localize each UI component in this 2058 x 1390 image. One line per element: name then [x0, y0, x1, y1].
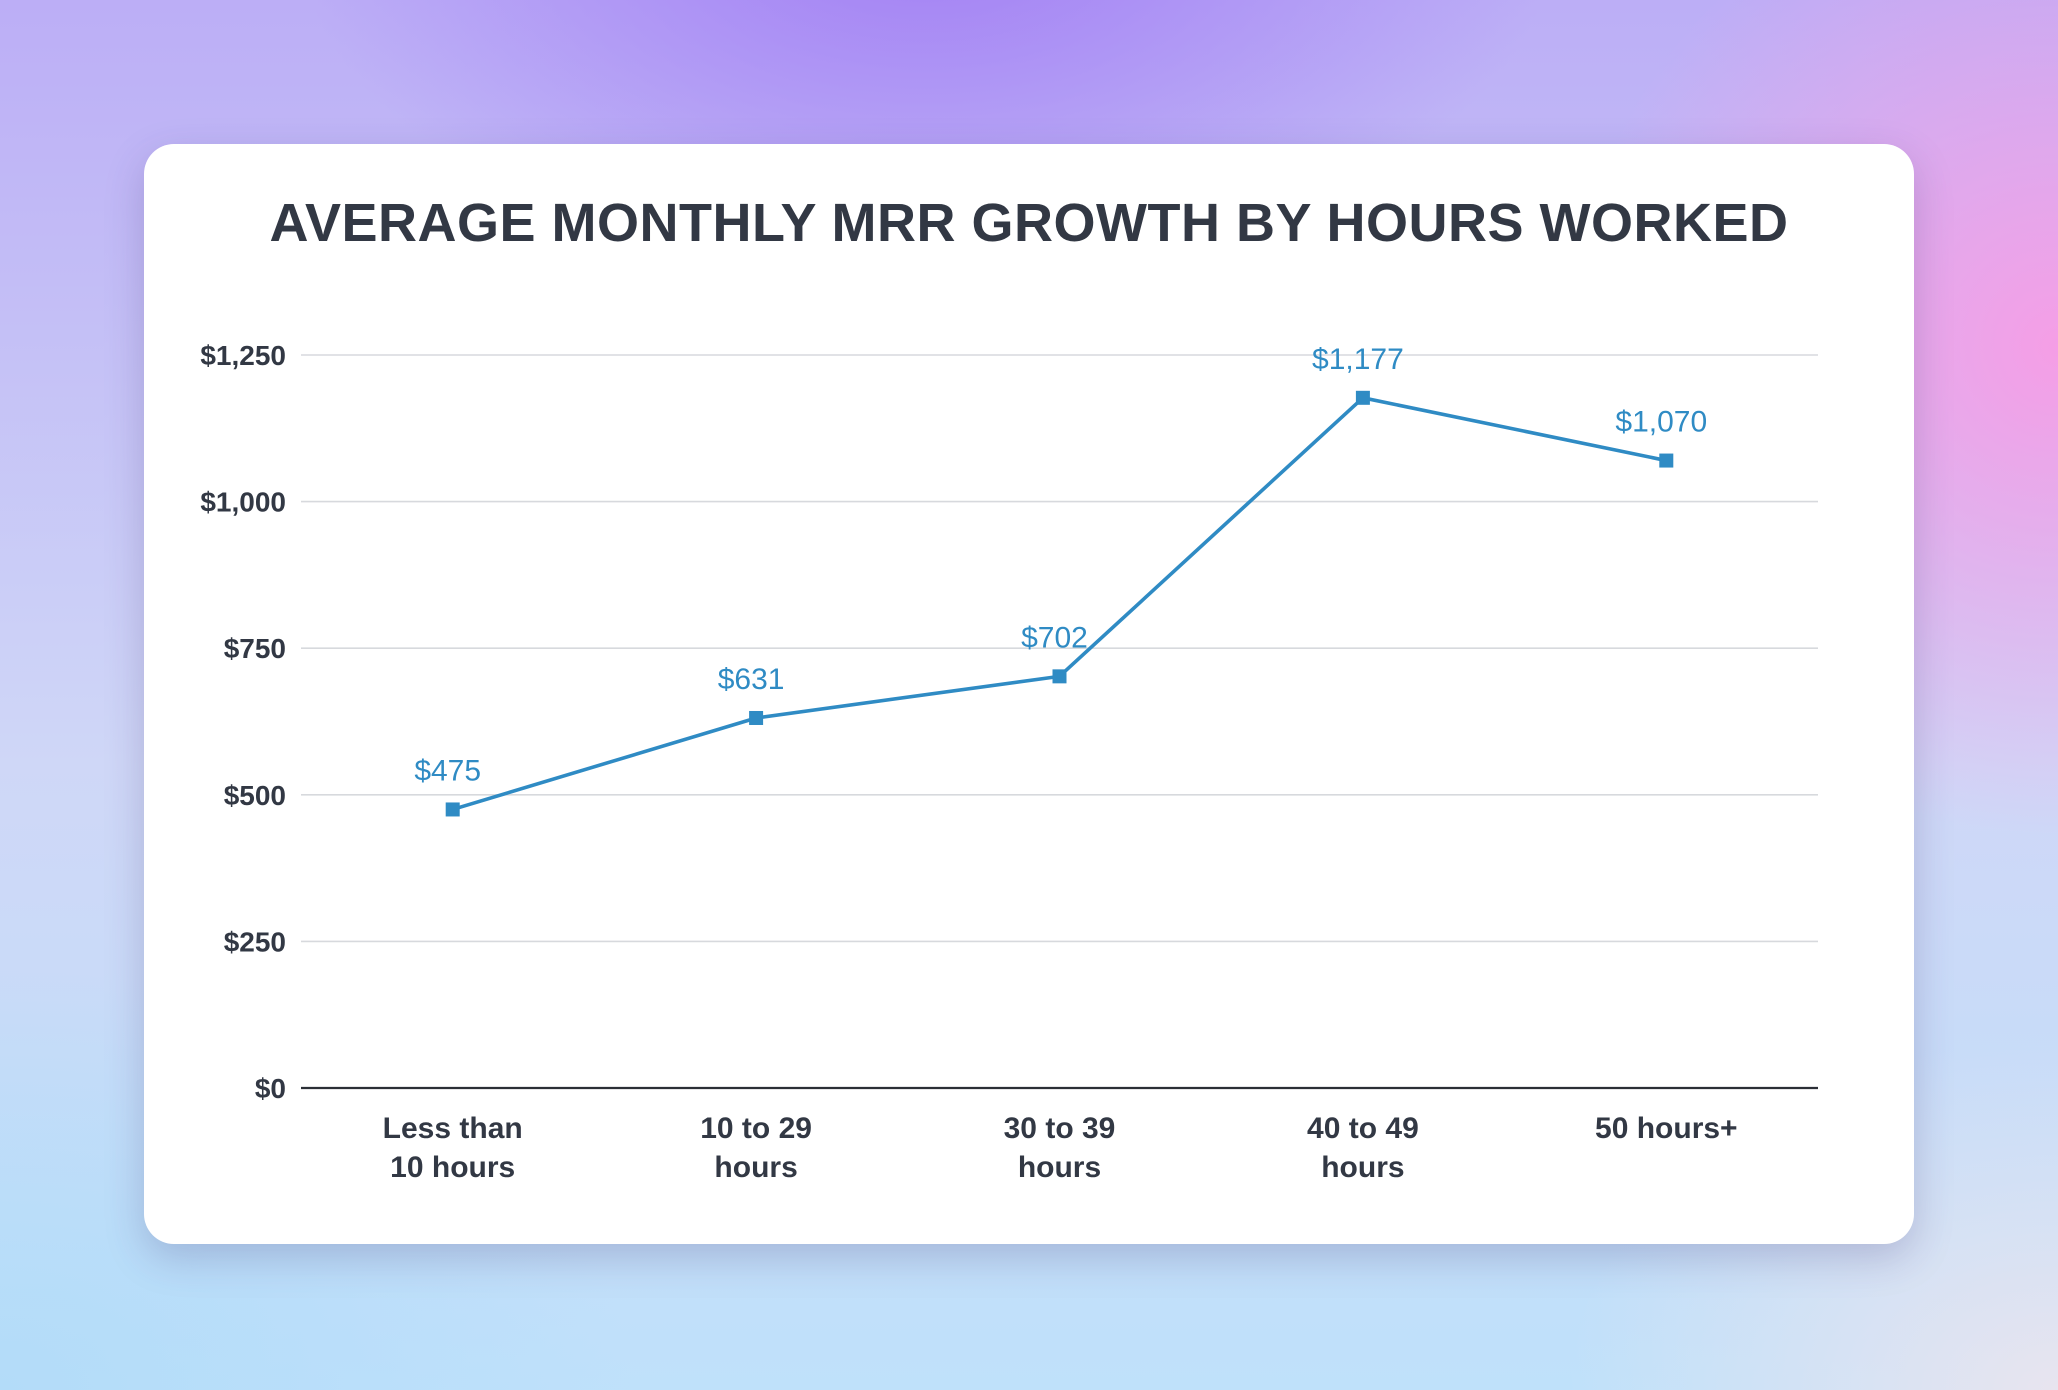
x-tick-label-line: 50 hours+: [1595, 1112, 1738, 1145]
x-tick-label-line: hours: [714, 1151, 797, 1184]
y-tick-label: $750: [224, 633, 286, 664]
data-point: [1355, 390, 1370, 405]
chart-title: AVERAGE MONTHLY MRR GROWTH BY HOURS WORK…: [269, 193, 1789, 253]
x-tick-label-line: 40 to 49: [1307, 1112, 1419, 1145]
x-tick-label-line: 10 hours: [390, 1151, 515, 1184]
x-tick-label-line: 10 to 29: [700, 1112, 812, 1145]
x-tick-label: 40 to 49 hours: [1307, 1112, 1419, 1184]
data-label: $1,070: [1615, 406, 1707, 439]
data-point: [1659, 453, 1674, 468]
y-tick-label: $1,000: [200, 487, 286, 518]
series-line: [452, 396, 1667, 812]
data-label: $1,177: [1312, 343, 1404, 376]
chart-card: AVERAGE MONTHLY MRR GROWTH BY HOURS WORK…: [144, 144, 1914, 1244]
x-tick-label: 30 to 39 hours: [1004, 1112, 1116, 1184]
y-tick-label: $250: [224, 926, 286, 957]
data-label: $475: [414, 754, 481, 787]
y-tick-label: $500: [224, 780, 286, 811]
x-tick-label-line: Less than: [383, 1112, 523, 1145]
data-point: [445, 802, 460, 817]
line-chart: $0 $250 $500 $750 $1,000 $1,250 Less than 10 ho…: [200, 340, 1818, 1184]
data-label: $631: [718, 663, 785, 696]
x-tick-label-line: 30 to 39: [1004, 1112, 1116, 1145]
y-tick-label: $1,250: [200, 340, 286, 371]
data-label: $702: [1021, 621, 1088, 654]
data-point: [1052, 669, 1067, 684]
x-tick-label: Less than 10 hours: [383, 1112, 523, 1184]
x-tick-label: 10 to 29 hours: [700, 1112, 812, 1184]
x-tick-label-line: hours: [1321, 1151, 1404, 1184]
data-point: [749, 710, 764, 725]
x-tick-label: 50 hours+: [1595, 1112, 1738, 1145]
y-tick-label: $0: [255, 1073, 286, 1104]
x-tick-label-line: hours: [1018, 1151, 1101, 1184]
